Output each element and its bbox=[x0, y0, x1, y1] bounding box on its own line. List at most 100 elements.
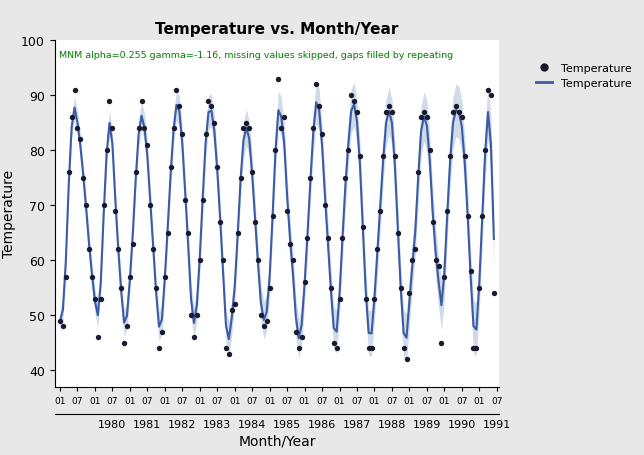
Point bbox=[410, 246, 421, 253]
Point bbox=[189, 334, 199, 341]
Point bbox=[104, 98, 115, 105]
Point bbox=[72, 125, 82, 132]
Point bbox=[422, 114, 432, 121]
Point bbox=[273, 76, 283, 83]
Point bbox=[294, 345, 304, 352]
Title: Temperature vs. Month/Year: Temperature vs. Month/Year bbox=[155, 22, 399, 37]
Point bbox=[454, 109, 464, 116]
Point bbox=[261, 317, 272, 324]
Point bbox=[471, 345, 482, 352]
Point bbox=[428, 218, 438, 226]
Point bbox=[305, 175, 316, 182]
Point bbox=[156, 328, 167, 335]
Point bbox=[369, 295, 379, 303]
Point bbox=[139, 125, 149, 132]
Point bbox=[223, 350, 234, 358]
Point bbox=[355, 152, 365, 160]
Point bbox=[340, 175, 350, 182]
Point bbox=[299, 279, 310, 286]
Point bbox=[183, 229, 193, 237]
Point bbox=[148, 246, 158, 253]
Point bbox=[166, 163, 176, 171]
Point bbox=[253, 257, 263, 264]
Point bbox=[399, 345, 409, 352]
Point bbox=[209, 120, 220, 127]
Point bbox=[171, 87, 182, 94]
Point bbox=[413, 169, 423, 177]
Point bbox=[145, 202, 155, 209]
Point bbox=[317, 131, 327, 138]
Point bbox=[267, 213, 278, 220]
Point bbox=[352, 109, 362, 116]
Point bbox=[468, 345, 478, 352]
Point bbox=[282, 207, 292, 215]
Point bbox=[407, 257, 417, 264]
Point bbox=[393, 229, 403, 237]
Point bbox=[332, 345, 342, 352]
Point bbox=[439, 273, 450, 281]
Point bbox=[343, 147, 354, 154]
Point bbox=[466, 268, 476, 275]
Point bbox=[110, 207, 120, 215]
Point bbox=[87, 273, 97, 281]
Point bbox=[395, 284, 406, 292]
Point bbox=[238, 125, 249, 132]
Point bbox=[349, 98, 359, 105]
Point bbox=[151, 284, 161, 292]
Point bbox=[436, 339, 446, 346]
Point bbox=[337, 235, 348, 242]
Point bbox=[401, 356, 412, 363]
Point bbox=[259, 323, 269, 330]
X-axis label: Month/Year: Month/Year bbox=[238, 434, 316, 447]
Point bbox=[128, 240, 138, 248]
Point bbox=[142, 142, 153, 149]
Point bbox=[361, 295, 371, 303]
Point bbox=[279, 114, 289, 121]
Point bbox=[137, 98, 147, 105]
Point bbox=[381, 109, 392, 116]
Point bbox=[90, 295, 100, 303]
Point bbox=[256, 312, 266, 319]
Point bbox=[206, 103, 216, 111]
Point bbox=[486, 92, 496, 100]
Point bbox=[229, 301, 240, 308]
Point bbox=[372, 246, 383, 253]
Point bbox=[227, 306, 237, 313]
Point bbox=[215, 218, 225, 226]
Point bbox=[424, 147, 435, 154]
Point bbox=[133, 125, 144, 132]
Point bbox=[366, 345, 377, 352]
Point bbox=[61, 273, 71, 281]
Point bbox=[66, 114, 77, 121]
Point bbox=[244, 125, 254, 132]
Point bbox=[320, 202, 330, 209]
Point bbox=[451, 103, 461, 111]
Point bbox=[285, 240, 295, 248]
Point bbox=[177, 131, 187, 138]
Point bbox=[242, 120, 252, 127]
Point bbox=[384, 103, 394, 111]
Legend: Temperature, Temperature: Temperature, Temperature bbox=[532, 60, 635, 92]
Point bbox=[477, 213, 488, 220]
Point bbox=[442, 207, 453, 215]
Point bbox=[84, 246, 94, 253]
Point bbox=[247, 169, 258, 177]
Point bbox=[116, 284, 126, 292]
Point bbox=[363, 345, 374, 352]
Point bbox=[200, 131, 211, 138]
Point bbox=[375, 207, 386, 215]
Point bbox=[378, 152, 388, 160]
Point bbox=[290, 328, 301, 335]
Point bbox=[95, 295, 106, 303]
Point bbox=[390, 152, 400, 160]
Point bbox=[198, 197, 208, 204]
Point bbox=[311, 81, 321, 89]
Point bbox=[70, 87, 80, 94]
Point bbox=[212, 163, 222, 171]
Point bbox=[192, 312, 202, 319]
Point bbox=[480, 147, 490, 154]
Point bbox=[180, 197, 191, 204]
Point bbox=[55, 317, 65, 324]
Point bbox=[221, 345, 231, 352]
Point bbox=[162, 229, 173, 237]
